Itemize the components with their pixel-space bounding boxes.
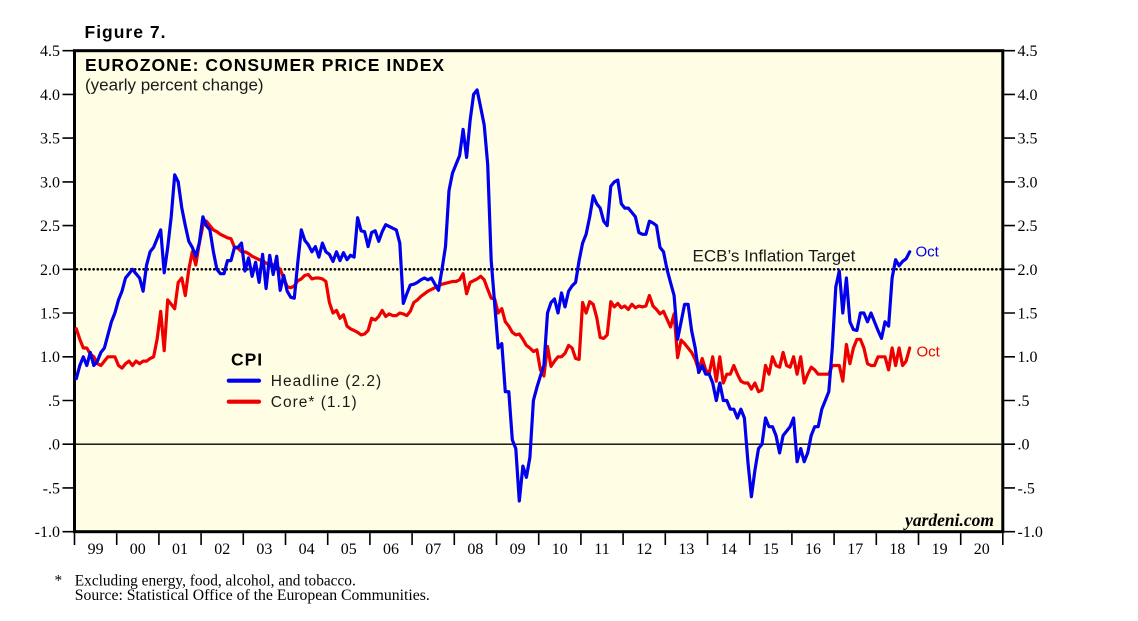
svg-text:Excluding energy, food, alcoho: Excluding energy, food, alcohol, and tob… xyxy=(75,573,356,590)
svg-text:2.0: 2.0 xyxy=(1018,262,1038,279)
svg-text:.0: .0 xyxy=(1018,437,1030,454)
svg-text:3.0: 3.0 xyxy=(1018,174,1038,191)
svg-text:09: 09 xyxy=(510,541,526,558)
svg-text:11: 11 xyxy=(594,541,609,558)
svg-text:2.0: 2.0 xyxy=(40,262,60,279)
svg-text:06: 06 xyxy=(383,541,399,558)
svg-text:.0: .0 xyxy=(48,437,60,454)
svg-text:EUROZONE: CONSUMER PRICE INDEX: EUROZONE: CONSUMER PRICE INDEX xyxy=(85,55,445,75)
svg-text:-1.0: -1.0 xyxy=(1018,524,1043,541)
svg-text:10: 10 xyxy=(552,541,568,558)
svg-text:Headline (2.2): Headline (2.2) xyxy=(271,373,382,390)
svg-text:18: 18 xyxy=(889,541,905,558)
svg-text:05: 05 xyxy=(341,541,357,558)
svg-text:Oct: Oct xyxy=(916,244,940,261)
svg-text:-.5: -.5 xyxy=(1018,480,1035,497)
svg-text:16: 16 xyxy=(805,541,821,558)
svg-text:1.5: 1.5 xyxy=(1018,306,1038,323)
svg-text:Core* (1.1): Core* (1.1) xyxy=(271,394,358,411)
svg-text:CPI: CPI xyxy=(231,350,263,370)
svg-text:08: 08 xyxy=(467,541,483,558)
svg-text:17: 17 xyxy=(847,541,863,558)
svg-text:1.5: 1.5 xyxy=(40,306,60,323)
svg-text:03: 03 xyxy=(256,541,272,558)
svg-text:99: 99 xyxy=(88,541,104,558)
svg-text:ECB’s Inflation Target: ECB’s Inflation Target xyxy=(693,247,856,266)
svg-text:4.5: 4.5 xyxy=(1018,43,1038,60)
svg-text:15: 15 xyxy=(763,541,779,558)
svg-text:02: 02 xyxy=(214,541,230,558)
svg-text:-1.0: -1.0 xyxy=(35,524,60,541)
svg-text:14: 14 xyxy=(721,541,737,558)
svg-text:.5: .5 xyxy=(1018,393,1030,410)
svg-text:1.0: 1.0 xyxy=(1018,349,1038,366)
svg-text:4.5: 4.5 xyxy=(40,43,60,60)
svg-text:Source: Statistical Office of: Source: Statistical Office of the Europe… xyxy=(75,587,430,604)
svg-text:Figure 7.: Figure 7. xyxy=(85,22,167,42)
svg-text:2.5: 2.5 xyxy=(1018,218,1038,235)
svg-text:Oct: Oct xyxy=(917,344,941,361)
svg-text:12: 12 xyxy=(636,541,652,558)
svg-text:4.0: 4.0 xyxy=(1018,87,1038,104)
svg-text:-.5: -.5 xyxy=(43,480,60,497)
svg-text:(yearly percent change): (yearly percent change) xyxy=(85,76,264,95)
svg-text:07: 07 xyxy=(425,541,441,558)
svg-text:3.5: 3.5 xyxy=(1018,131,1038,148)
svg-text:*: * xyxy=(55,573,63,590)
svg-text:2.5: 2.5 xyxy=(40,218,60,235)
svg-text:00: 00 xyxy=(130,541,146,558)
svg-text:3.5: 3.5 xyxy=(40,131,60,148)
svg-text:yardeni.com: yardeni.com xyxy=(903,510,994,530)
svg-text:19: 19 xyxy=(932,541,948,558)
svg-text:.5: .5 xyxy=(48,393,60,410)
svg-text:01: 01 xyxy=(172,541,188,558)
svg-text:1.0: 1.0 xyxy=(40,349,60,366)
svg-text:3.0: 3.0 xyxy=(40,174,60,191)
svg-text:04: 04 xyxy=(299,541,315,558)
svg-text:20: 20 xyxy=(974,541,990,558)
svg-text:13: 13 xyxy=(678,541,694,558)
svg-text:4.0: 4.0 xyxy=(40,87,60,104)
